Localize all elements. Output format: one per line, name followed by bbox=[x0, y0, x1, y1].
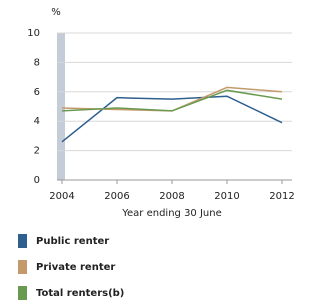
x-tick-label: 2010 bbox=[214, 191, 239, 202]
series-break-band bbox=[57, 33, 65, 180]
background bbox=[0, 0, 300, 308]
x-tick-label: 2012 bbox=[269, 191, 294, 202]
y-tick-label: 0 bbox=[34, 175, 40, 186]
legend-swatch bbox=[18, 286, 27, 300]
chart: % Year ending 30 June 0 2 4 6 8 10 2004 2006 200… bbox=[0, 0, 300, 308]
legend-label: Total renters(b) bbox=[36, 288, 124, 299]
y-tick-label: 8 bbox=[34, 57, 40, 68]
legend-swatch bbox=[18, 260, 27, 274]
x-axis-label: Year ending 30 June bbox=[121, 208, 222, 219]
y-tick-label: 2 bbox=[34, 146, 40, 157]
x-tick-label: 2004 bbox=[49, 191, 74, 202]
legend-label: Private renter bbox=[36, 262, 115, 273]
y-tick-label: 6 bbox=[34, 87, 40, 98]
series-line bbox=[61, 95, 283, 143]
y-tick-label: 4 bbox=[34, 116, 40, 127]
legend-label: Public renter bbox=[36, 236, 109, 247]
y-tick-label: 10 bbox=[27, 28, 40, 39]
legend-swatch bbox=[18, 234, 27, 248]
y-unit: % bbox=[51, 7, 61, 18]
x-tick-label: 2006 bbox=[104, 191, 129, 202]
series-line bbox=[61, 89, 283, 112]
x-tick-label: 2008 bbox=[159, 191, 184, 202]
